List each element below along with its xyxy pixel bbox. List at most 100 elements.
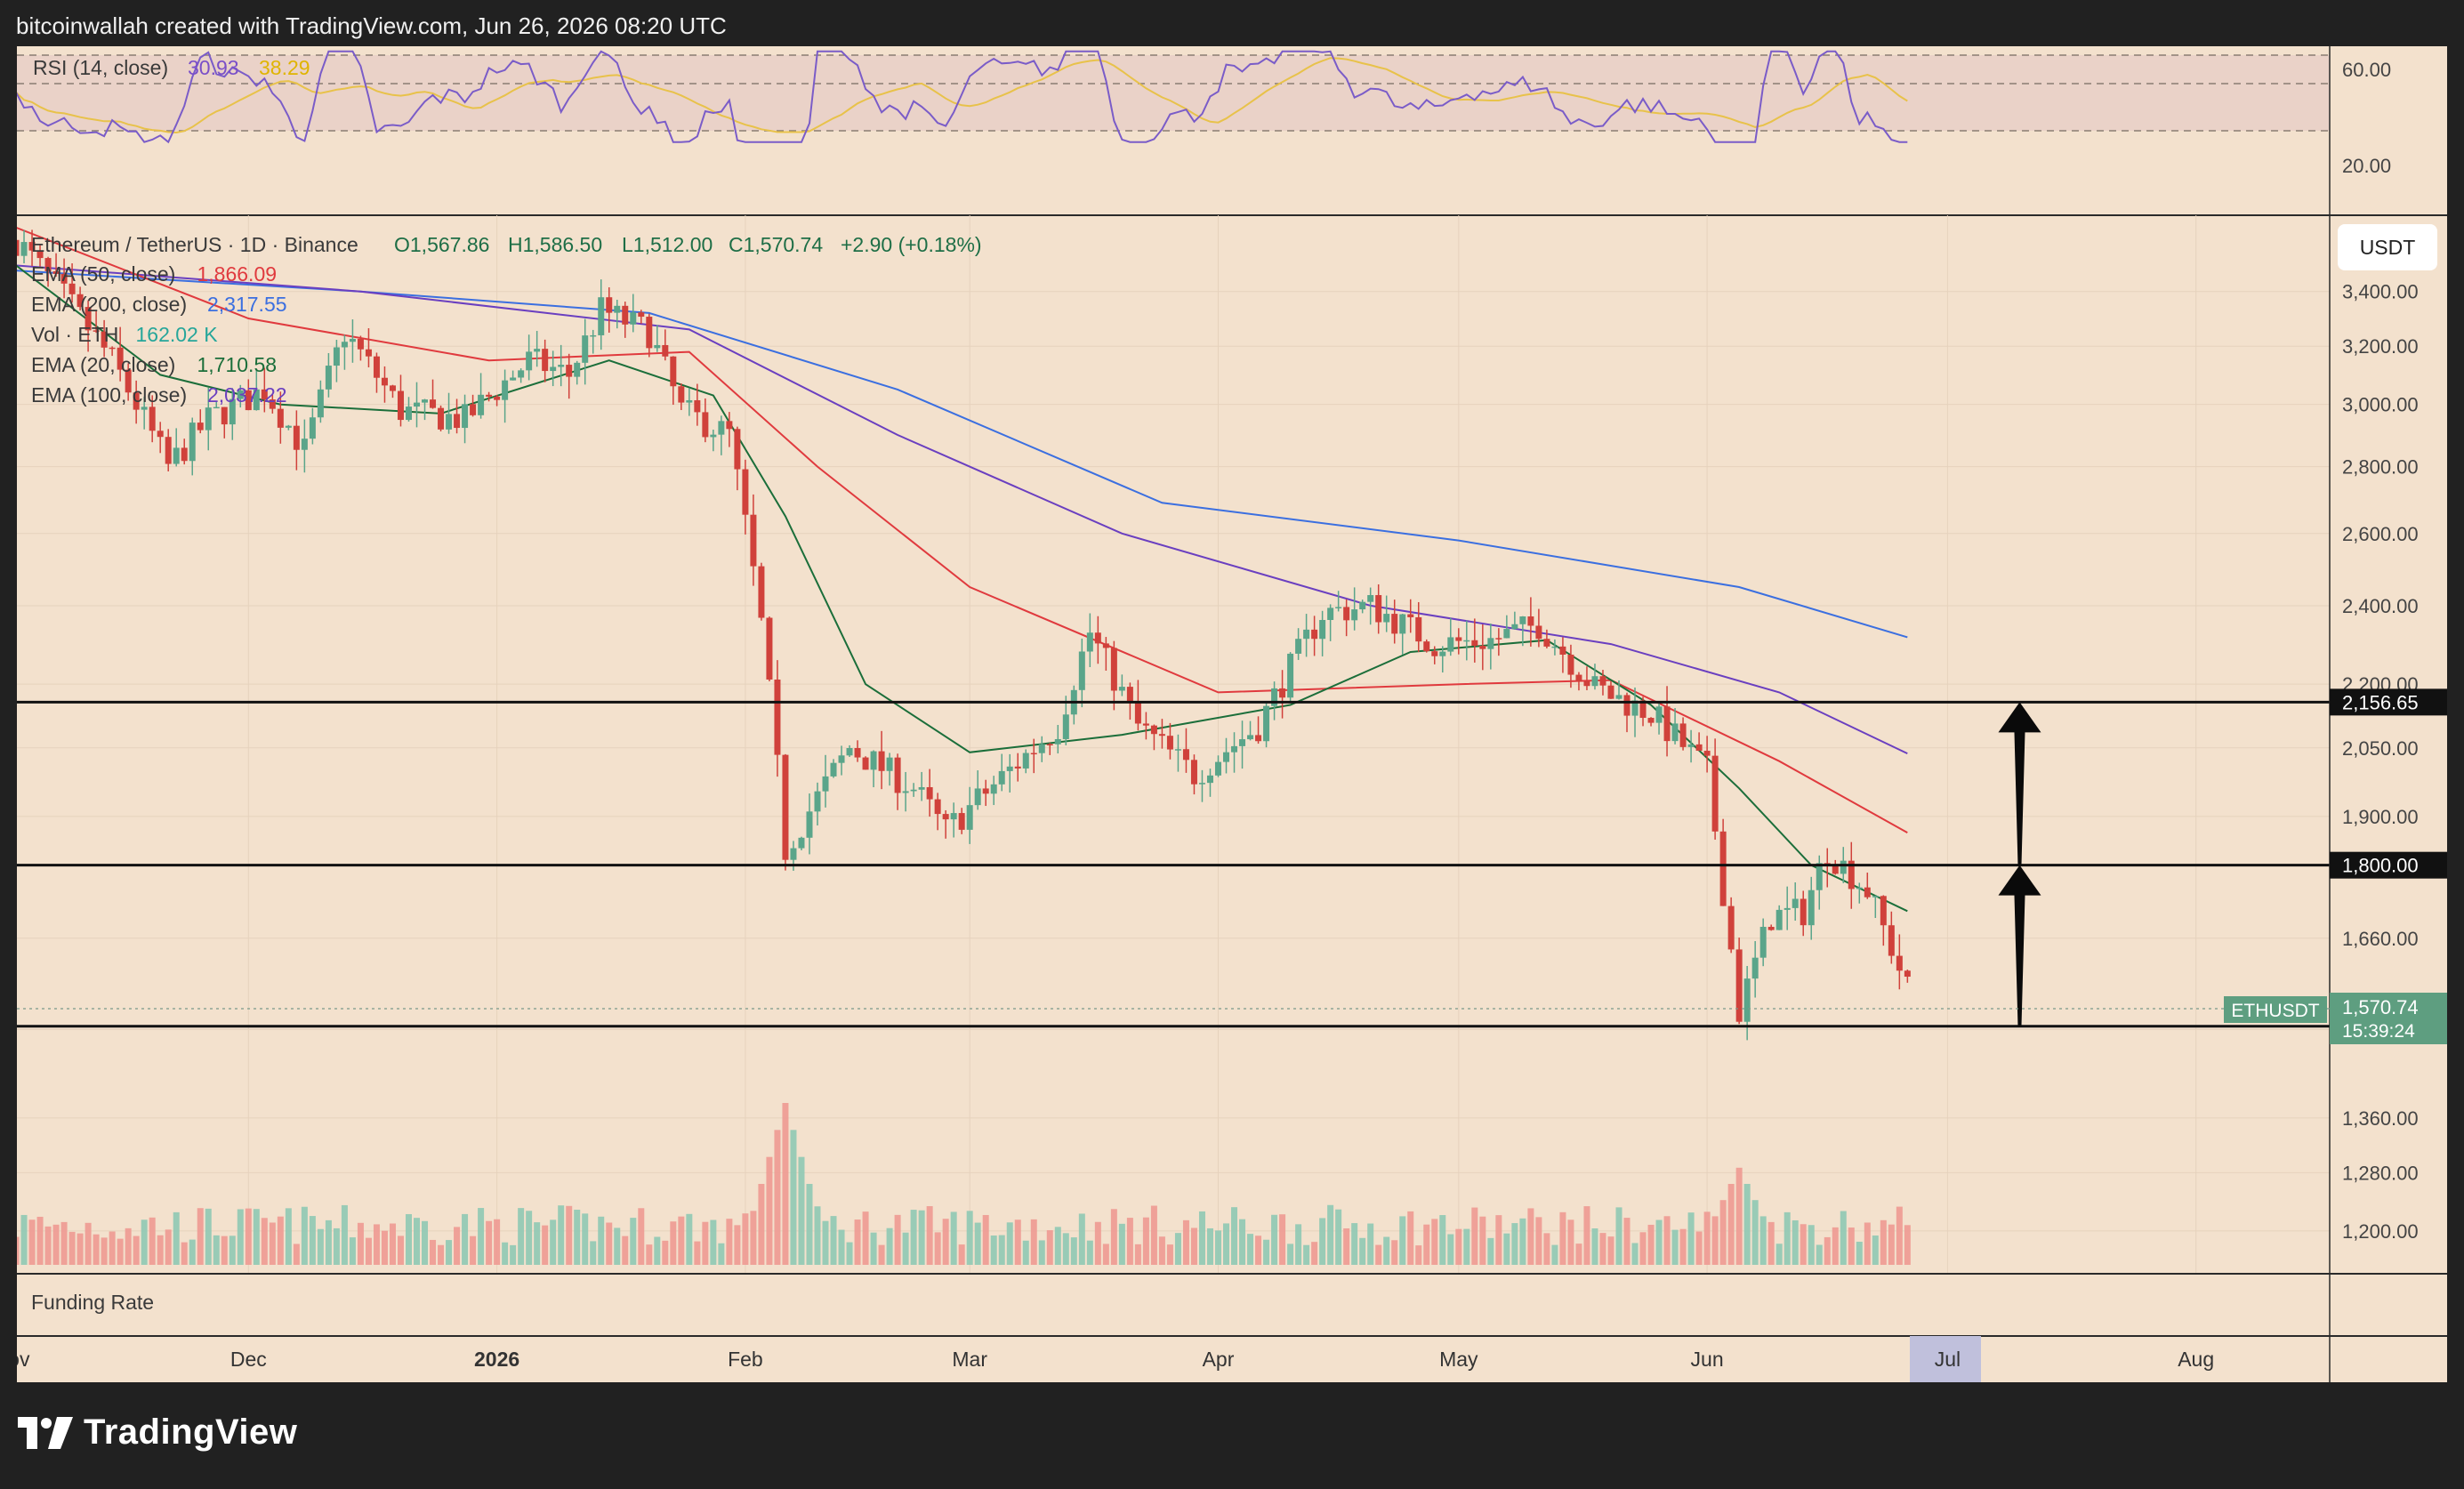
volume-bar-40 <box>333 1227 340 1265</box>
rsi-lines <box>15 50 1908 144</box>
volume-bar-142 <box>1150 1205 1157 1265</box>
volume-bar-92 <box>750 1211 757 1265</box>
arrow-0 <box>1998 865 2041 1026</box>
volume-bar-51 <box>422 1220 429 1265</box>
volume-bar-223 <box>1800 1224 1807 1265</box>
candle-body-1 <box>20 242 28 256</box>
volume-bar-189 <box>1527 1208 1534 1265</box>
volume-bar-235 <box>1896 1206 1903 1265</box>
volume-bar-29 <box>245 1208 252 1265</box>
candle-body-36 <box>301 439 308 450</box>
indicator-value-3: 1,710.58 <box>197 353 278 376</box>
candle-body-143 <box>1158 734 1165 736</box>
candle-body-139 <box>1126 687 1133 702</box>
volume-bar-88 <box>718 1243 725 1265</box>
volume-bar-119 <box>966 1211 973 1265</box>
currency-button-bg[interactable] <box>2338 224 2437 270</box>
volume-bar-80 <box>654 1236 661 1265</box>
volume-bar-129 <box>1046 1230 1053 1265</box>
chart-panel[interactable]: RSI (14, close) 30.93 38.29 60.00 20.00 … <box>0 46 2447 1382</box>
currency-label[interactable]: USDT <box>2360 236 2416 259</box>
candle-body-170 <box>1375 595 1382 623</box>
volume-bar-184 <box>1487 1237 1494 1265</box>
volume-bar-57 <box>470 1235 477 1265</box>
volume-bar-112 <box>910 1210 917 1265</box>
volume-bar-217 <box>1751 1200 1759 1265</box>
volume-bar-56 <box>462 1213 469 1265</box>
volume-bar-6 <box>60 1221 68 1265</box>
candle-body-66 <box>542 349 549 372</box>
candle-body-8 <box>76 294 84 308</box>
volume-bar-196 <box>1583 1206 1590 1265</box>
volume-bar-45 <box>373 1224 380 1265</box>
candle-body-169 <box>1367 595 1374 602</box>
candle-body-148 <box>1198 783 1205 785</box>
volume-bar-201 <box>1623 1218 1631 1265</box>
volume-bar-35 <box>293 1244 300 1265</box>
candle-body-5 <box>52 270 60 274</box>
price-tick-5: 2,400.00 <box>2342 595 2419 617</box>
tradingview-logo-icon <box>18 1416 73 1449</box>
volume-bar-206 <box>1663 1216 1671 1265</box>
candle-body-73 <box>598 297 605 335</box>
candle-body-6 <box>60 273 68 284</box>
candle-body-2 <box>28 242 36 251</box>
volume-bar-141 <box>1142 1217 1149 1265</box>
volume-bar-2 <box>28 1219 36 1265</box>
currency-button[interactable]: USDT <box>2338 224 2437 270</box>
candle-body-95 <box>774 679 781 755</box>
volume-bar-117 <box>950 1211 957 1265</box>
candle-body-57 <box>470 404 477 415</box>
candle-body-67 <box>550 366 557 372</box>
volume-bar-202 <box>1631 1243 1639 1265</box>
candle-body-39 <box>325 366 332 390</box>
candle-body-207 <box>1671 723 1679 742</box>
ohlc-high: H1,586.50 <box>508 233 602 256</box>
volume-bar-39 <box>325 1219 332 1265</box>
volume-bar-20 <box>173 1211 180 1265</box>
candle-body-91 <box>742 469 749 515</box>
candle-body-196 <box>1583 680 1590 687</box>
arrow-1 <box>1998 702 2041 865</box>
candle-body-138 <box>1118 687 1125 691</box>
volume-bar-87 <box>710 1219 717 1265</box>
candle-body-96 <box>782 754 789 860</box>
volume-bar-68 <box>558 1205 565 1265</box>
time-label-4: Mar <box>952 1348 987 1371</box>
candle-body-177 <box>1431 651 1438 656</box>
time-label-3: Feb <box>728 1348 763 1371</box>
candle-body-162 <box>1311 629 1318 640</box>
volume-bar-60 <box>494 1219 501 1265</box>
candle-body-231 <box>1864 887 1871 897</box>
candle-body-189 <box>1527 616 1534 626</box>
volume-bar-22 <box>189 1239 196 1265</box>
candle-body-75 <box>614 305 621 313</box>
candle-body-63 <box>518 370 525 378</box>
volume-bar-19 <box>165 1229 172 1265</box>
volume-bar-36 <box>301 1206 308 1265</box>
volume-bar-107 <box>870 1232 877 1265</box>
volume-bar-128 <box>1038 1240 1045 1265</box>
candle-body-215 <box>1735 949 1743 1022</box>
volume-bar-30 <box>253 1209 260 1265</box>
volume-bar-94 <box>766 1156 773 1265</box>
candle-body-93 <box>758 566 765 618</box>
price-tick-2: 3,000.00 <box>2342 394 2419 416</box>
volume-bar-188 <box>1519 1218 1526 1265</box>
volume-bar-169 <box>1367 1223 1374 1265</box>
candle-body-220 <box>1776 909 1783 930</box>
candle-body-223 <box>1800 898 1807 926</box>
candle-body-131 <box>1062 714 1069 739</box>
volume-bar-113 <box>918 1210 925 1265</box>
chart-svg[interactable]: RSI (14, close) 30.93 38.29 60.00 20.00 … <box>0 46 2447 1382</box>
candle-body-171 <box>1383 614 1390 623</box>
tradingview-logo[interactable]: TradingView <box>18 1413 297 1453</box>
candle-body-201 <box>1623 695 1631 716</box>
candle-body-20 <box>173 447 180 464</box>
candle-body-43 <box>357 338 364 350</box>
volume-bar-161 <box>1303 1244 1310 1265</box>
candle-body-192 <box>1551 646 1558 648</box>
volume-bar-157 <box>1271 1214 1278 1265</box>
candle-body-213 <box>1719 831 1727 906</box>
time-label-1: Dec <box>230 1348 267 1371</box>
